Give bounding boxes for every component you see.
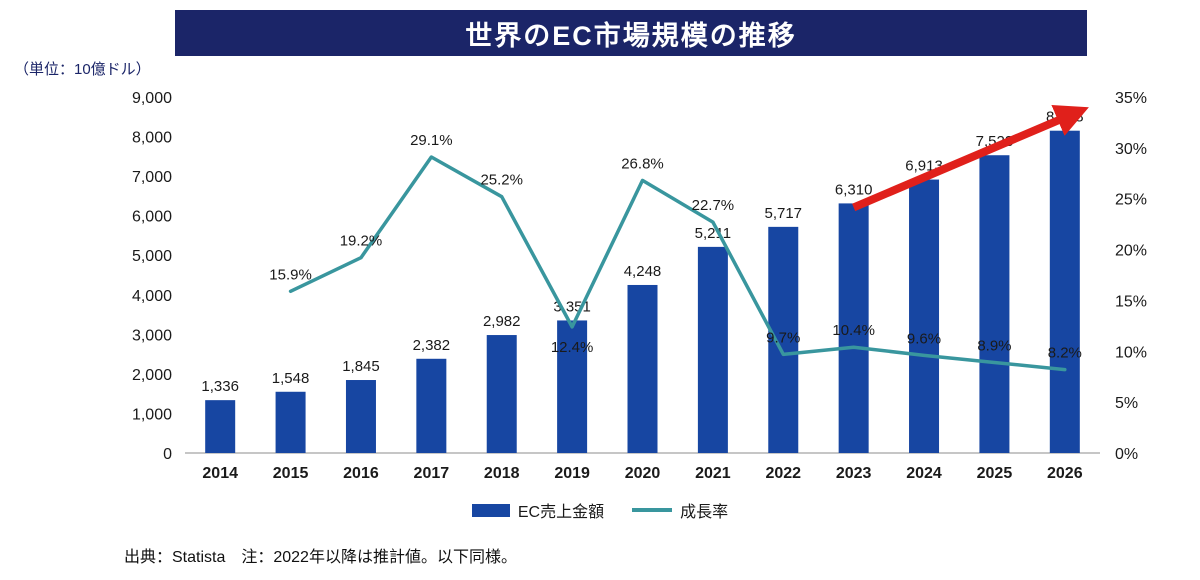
bar-value-label-2020: 4,248 bbox=[624, 263, 662, 280]
x-axis-label-2021: 2021 bbox=[695, 465, 731, 482]
x-axis-label-2020: 2020 bbox=[625, 465, 661, 482]
growth-rate-label-2025: 8.9% bbox=[977, 337, 1011, 354]
left-axis-tick: 3,000 bbox=[132, 327, 172, 344]
growth-rate-label-2023: 10.4% bbox=[832, 322, 875, 339]
left-axis-tick: 9,000 bbox=[132, 90, 172, 107]
x-axis-label-2025: 2025 bbox=[977, 465, 1013, 482]
x-axis-label-2018: 2018 bbox=[484, 465, 520, 482]
chart-legend: EC売上金額 成長率 bbox=[0, 498, 1200, 522]
growth-rate-label-2016: 19.2% bbox=[340, 233, 383, 250]
unit-label: （単位：10億ドル） bbox=[14, 61, 151, 78]
bar-value-label-2021: 5,211 bbox=[695, 225, 731, 242]
x-axis-label-2024: 2024 bbox=[906, 465, 942, 482]
x-axis-label-2015: 2015 bbox=[273, 465, 309, 482]
bar-2022 bbox=[768, 226, 799, 453]
bar-2021 bbox=[697, 246, 728, 453]
x-axis-label-2019: 2019 bbox=[554, 465, 590, 482]
bar-2018 bbox=[486, 335, 517, 453]
x-axis-label-2014: 2014 bbox=[202, 465, 238, 482]
bar-2025 bbox=[979, 155, 1010, 454]
growth-rate-label-2022: 9.7% bbox=[766, 329, 800, 346]
growth-rate-label-2018: 25.2% bbox=[480, 172, 523, 189]
growth-rate-label-2024: 9.6% bbox=[907, 330, 941, 347]
left-axis-tick: 2,000 bbox=[132, 367, 172, 384]
bar-value-label-2022: 5,717 bbox=[764, 205, 802, 222]
growth-rate-label-2020: 26.8% bbox=[621, 155, 664, 172]
legend-item-line: 成長率 bbox=[632, 498, 728, 522]
right-axis-tick: 10% bbox=[1115, 344, 1147, 361]
bar-value-label-2016: 1,845 bbox=[342, 358, 380, 375]
left-axis-tick: 6,000 bbox=[132, 209, 172, 226]
trend-arrow bbox=[852, 105, 1089, 212]
legend-item-bar: EC売上金額 bbox=[471, 498, 605, 522]
bar-2016 bbox=[345, 380, 376, 453]
growth-rate-label-2026: 8.2% bbox=[1048, 345, 1082, 362]
x-axis-label-2017: 2017 bbox=[414, 465, 450, 482]
right-axis-tick: 0% bbox=[1115, 446, 1138, 463]
bar-value-label-2014: 1,336 bbox=[201, 378, 239, 395]
left-axis-tick: 7,000 bbox=[132, 169, 172, 186]
left-axis-tick: 0 bbox=[163, 446, 172, 463]
bar-series-swatch bbox=[471, 503, 510, 517]
right-axis-tick: 5% bbox=[1115, 395, 1138, 412]
growth-rate-label-2015: 15.9% bbox=[269, 266, 312, 283]
right-axis-tick: 35% bbox=[1115, 90, 1147, 107]
bar-2019 bbox=[557, 320, 588, 453]
right-axis-tick: 25% bbox=[1115, 192, 1147, 209]
left-axis-tick: 1,000 bbox=[132, 406, 172, 423]
left-axis-tick: 8,000 bbox=[132, 130, 172, 147]
bar-2026 bbox=[1049, 130, 1080, 453]
growth-rate-label-2021: 22.7% bbox=[692, 197, 735, 214]
growth-rate-line bbox=[288, 155, 1067, 372]
bar-value-label-2017: 2,382 bbox=[413, 337, 451, 354]
bar-2020 bbox=[627, 284, 658, 453]
bar-value-label-2015: 1,548 bbox=[272, 370, 310, 387]
bar-series-label: EC売上金額 bbox=[517, 504, 605, 521]
x-axis-label-2023: 2023 bbox=[836, 465, 872, 482]
bar-2024 bbox=[909, 179, 940, 454]
chart-title: 世界のEC市場規模の推移 bbox=[465, 20, 797, 51]
right-axis-tick: 20% bbox=[1115, 243, 1147, 260]
x-axis-label-2022: 2022 bbox=[765, 465, 801, 482]
bar-2014 bbox=[205, 400, 236, 453]
right-axis-tick: 15% bbox=[1115, 293, 1147, 310]
bar-value-label-2018: 2,982 bbox=[483, 313, 521, 330]
x-axis-label-2016: 2016 bbox=[343, 465, 379, 482]
growth-rate-label-2017: 29.1% bbox=[410, 132, 453, 149]
source-note: 出典：Statista 注：2022年以降は推計値。以下同様。 bbox=[124, 549, 517, 566]
bar-value-label-2023: 6,310 bbox=[835, 181, 873, 198]
chart-title-banner: 世界のEC市場規模の推移 bbox=[175, 10, 1087, 56]
x-axis-label-2026: 2026 bbox=[1047, 465, 1083, 482]
bar-2023 bbox=[838, 203, 869, 453]
bar-2017 bbox=[416, 358, 447, 453]
line-series-swatch bbox=[632, 508, 673, 512]
left-axis-tick: 5,000 bbox=[132, 248, 172, 265]
bar-2015 bbox=[275, 391, 306, 453]
growth-rate-label-2019: 12.4% bbox=[551, 339, 594, 356]
line-series-label: 成長率 bbox=[680, 504, 729, 521]
right-axis-tick: 30% bbox=[1115, 141, 1147, 158]
left-axis-tick: 4,000 bbox=[132, 288, 172, 305]
